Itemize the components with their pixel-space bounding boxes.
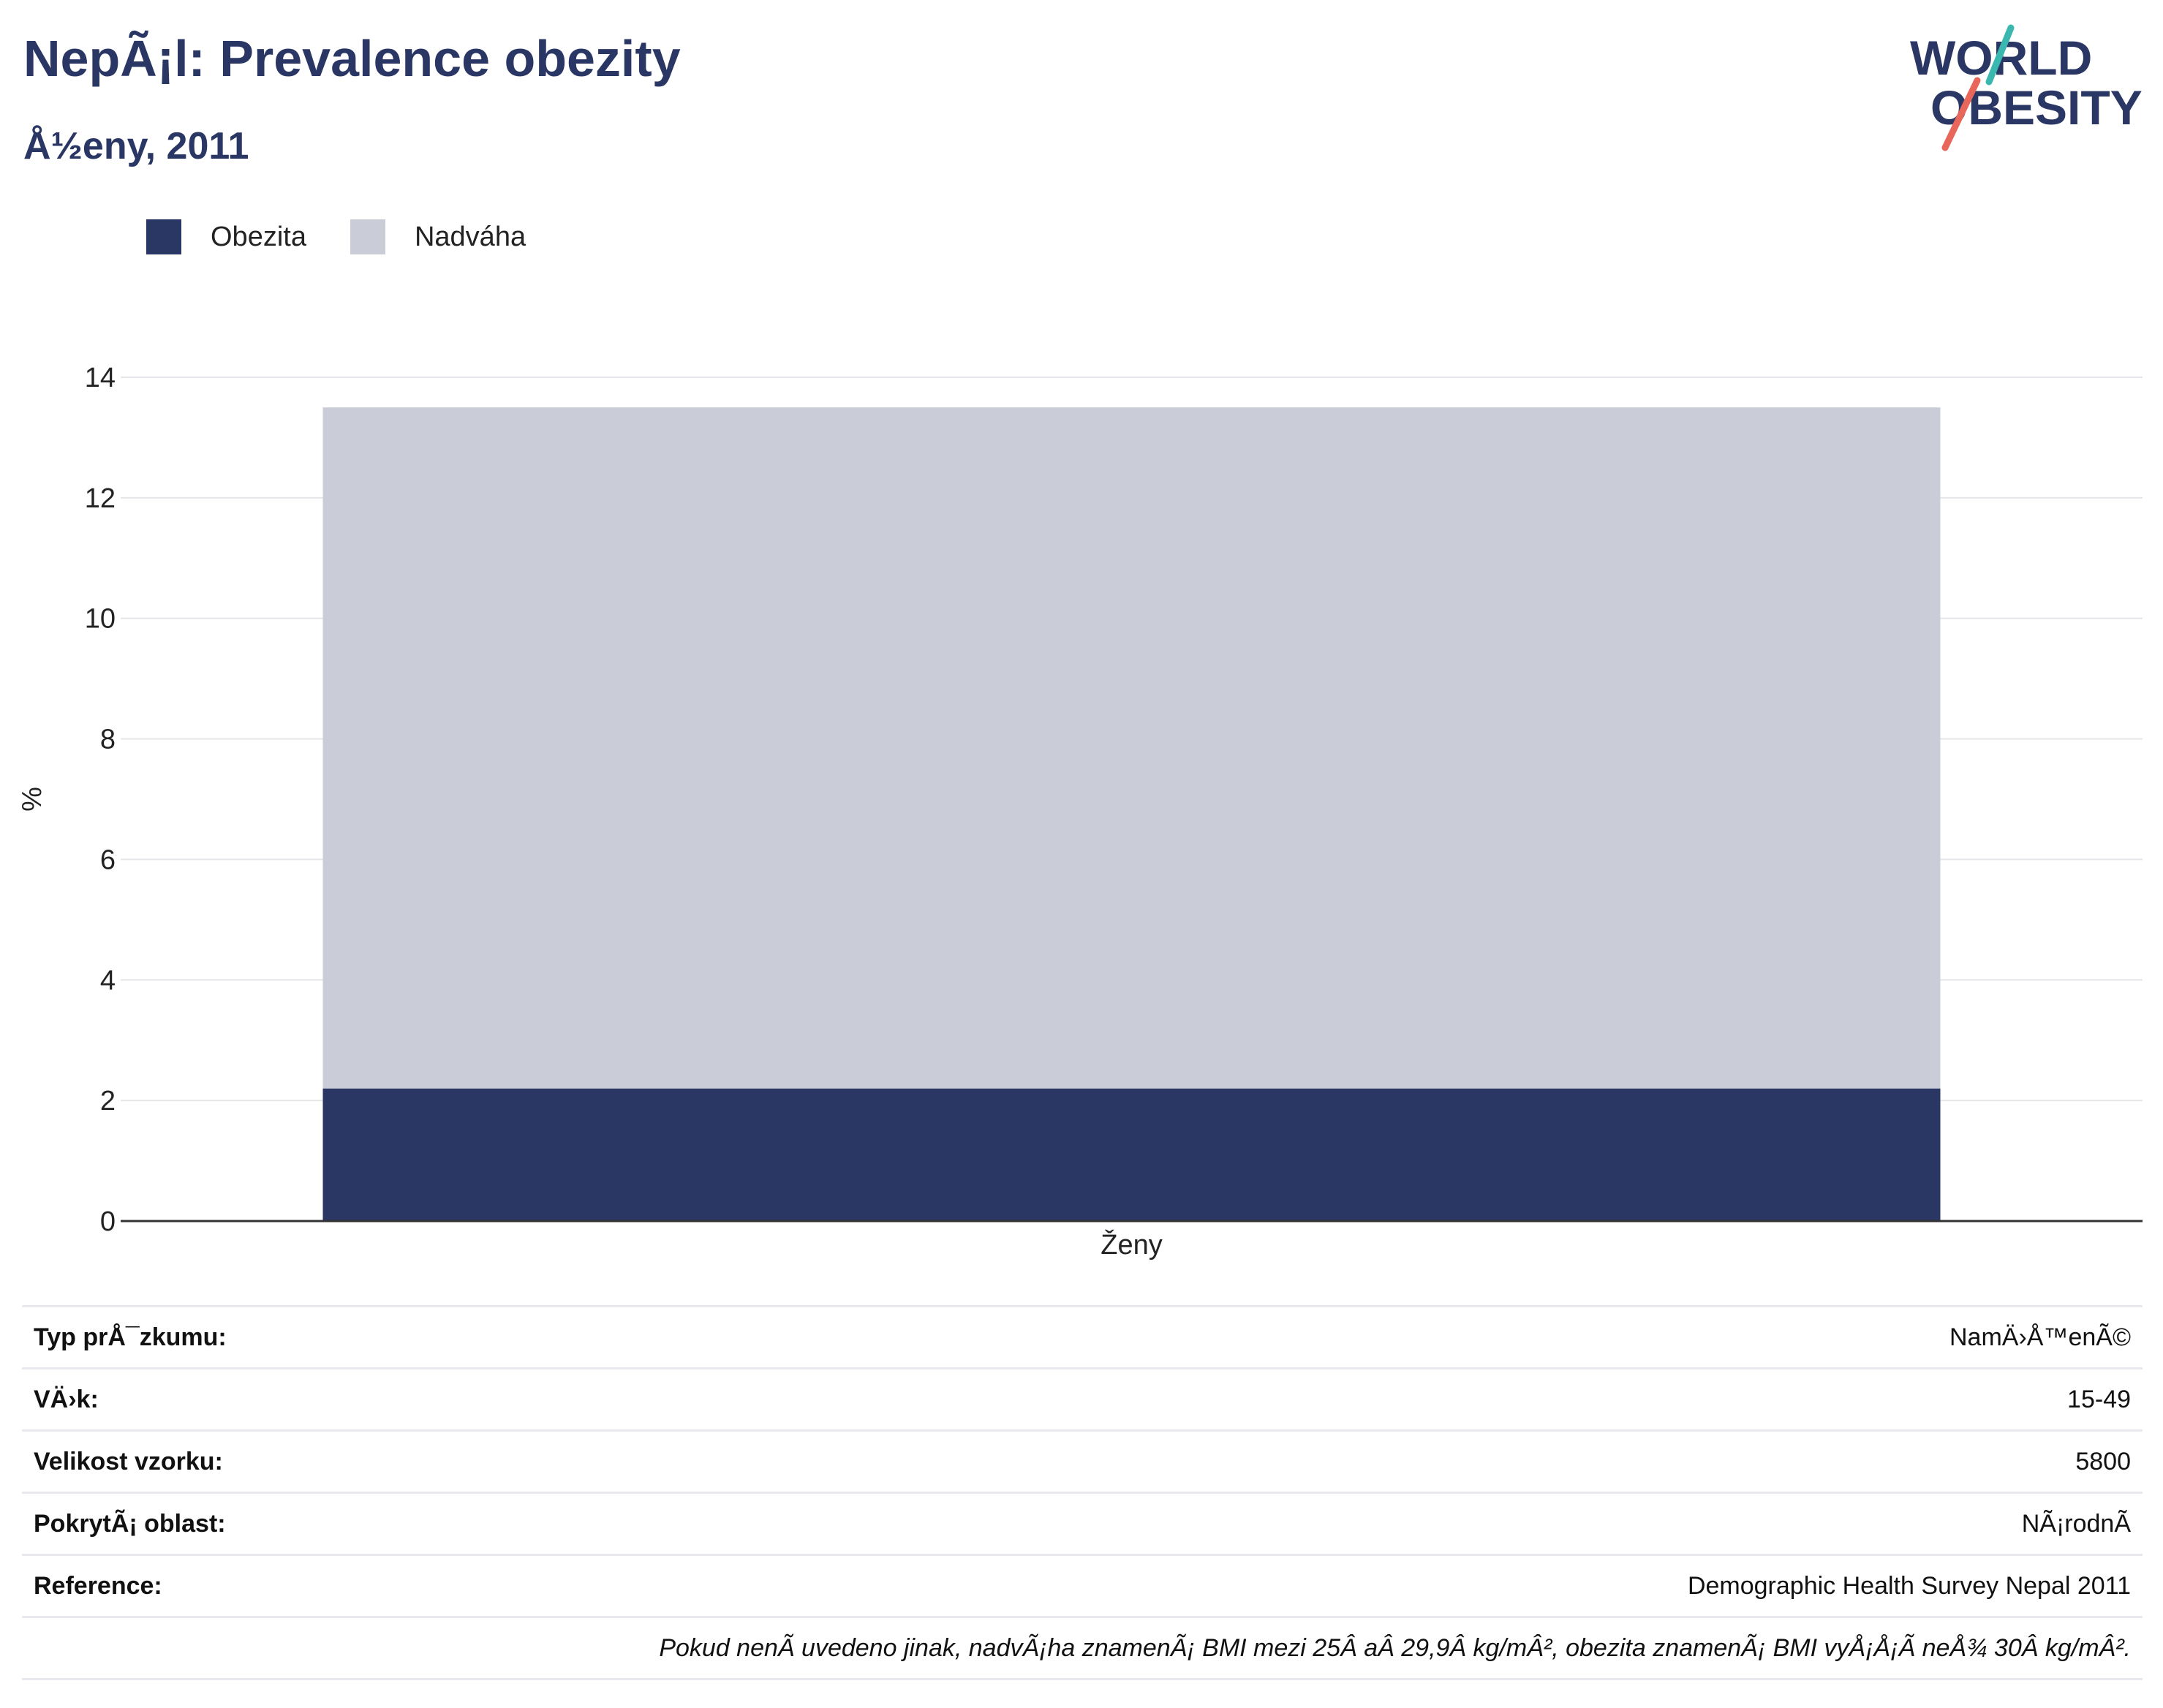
logo-stroke-teal bbox=[1985, 24, 2015, 86]
y-axis-ticks: 0 2 4 6 8 10 12 14 bbox=[85, 363, 116, 1237]
info-value: 15-49 bbox=[693, 1367, 2143, 1431]
bar-nadvaha[interactable] bbox=[322, 407, 1941, 1089]
info-key: Reference: bbox=[22, 1554, 694, 1617]
info-key: Velikost vzorku: bbox=[22, 1429, 694, 1493]
legend-item-obezita[interactable]: Obezita bbox=[146, 219, 306, 254]
info-row: Reference: Demographic Health Survey Nepa… bbox=[22, 1554, 2143, 1617]
y-tick-label: 8 bbox=[100, 725, 116, 755]
legend-swatch-obezita bbox=[146, 219, 181, 254]
y-tick-label: 12 bbox=[85, 483, 116, 514]
y-tick-label: 14 bbox=[85, 363, 116, 393]
bars bbox=[322, 407, 1941, 1221]
y-tick-label: 4 bbox=[100, 965, 116, 996]
survey-info-table: Typ prÅ¯zkumu: NamÄ›Å™enÃ© VÄ›k: 15-49 Velik… bbox=[22, 1305, 2143, 1680]
info-row: Typ prÅ¯zkumu: NamÄ›Å™enÃ© bbox=[22, 1305, 2143, 1369]
logo-stroke-coral bbox=[1941, 77, 1981, 151]
info-row: PokrytÃ¡ oblast: NÃ¡rodnÃ bbox=[22, 1492, 2143, 1555]
info-value: 5800 bbox=[693, 1429, 2143, 1493]
info-row: Velikost vzorku: 5800 bbox=[22, 1429, 2143, 1493]
y-tick-label: 0 bbox=[100, 1206, 116, 1237]
info-key: Typ prÅ¯zkumu: bbox=[22, 1305, 694, 1369]
y-tick-label: 6 bbox=[100, 844, 116, 875]
info-value: NamÄ›Å™enÃ© bbox=[693, 1305, 2143, 1369]
footnote: Pokud nenÃ uvedeno jinak, nadvÃ¡ha zname… bbox=[22, 1616, 2143, 1680]
legend-label-nadvaha: Nadváha bbox=[414, 221, 526, 252]
x-axis-ticks: Ženy bbox=[1101, 1229, 1162, 1261]
chart-subtitle: Å½eny, 2011 bbox=[23, 125, 249, 167]
info-row: VÄ›k: 15-49 bbox=[22, 1367, 2143, 1431]
info-key: PokrytÃ¡ oblast: bbox=[22, 1492, 694, 1555]
y-tick-label: 10 bbox=[85, 604, 116, 635]
legend: Obezita Nadváha bbox=[146, 216, 570, 257]
chart-title: NepÃ¡l: Prevalence obezity bbox=[23, 30, 681, 87]
world-obesity-logo: WORLD OBESITY bbox=[1910, 24, 2143, 151]
info-value: Demographic Health Survey Nepal 2011 bbox=[693, 1554, 2143, 1617]
info-value: NÃ¡rodnÃ bbox=[693, 1492, 2143, 1555]
y-axis-label: % bbox=[17, 787, 48, 812]
legend-swatch-nadvaha bbox=[350, 219, 385, 254]
legend-label-obezita: Obezita bbox=[211, 221, 306, 252]
y-tick-label: 2 bbox=[100, 1086, 116, 1116]
bar-obezita[interactable] bbox=[322, 1088, 1941, 1221]
info-key: VÄ›k: bbox=[22, 1367, 694, 1431]
x-tick-label: Ženy bbox=[1101, 1229, 1162, 1261]
legend-item-nadvaha[interactable]: Nadváha bbox=[350, 219, 526, 254]
bar-chart: 0 2 4 6 8 10 12 14 Ženy % bbox=[17, 363, 2143, 1261]
footnote-row: Pokud nenÃ uvedeno jinak, nadvÃ¡ha zname… bbox=[22, 1616, 2143, 1680]
